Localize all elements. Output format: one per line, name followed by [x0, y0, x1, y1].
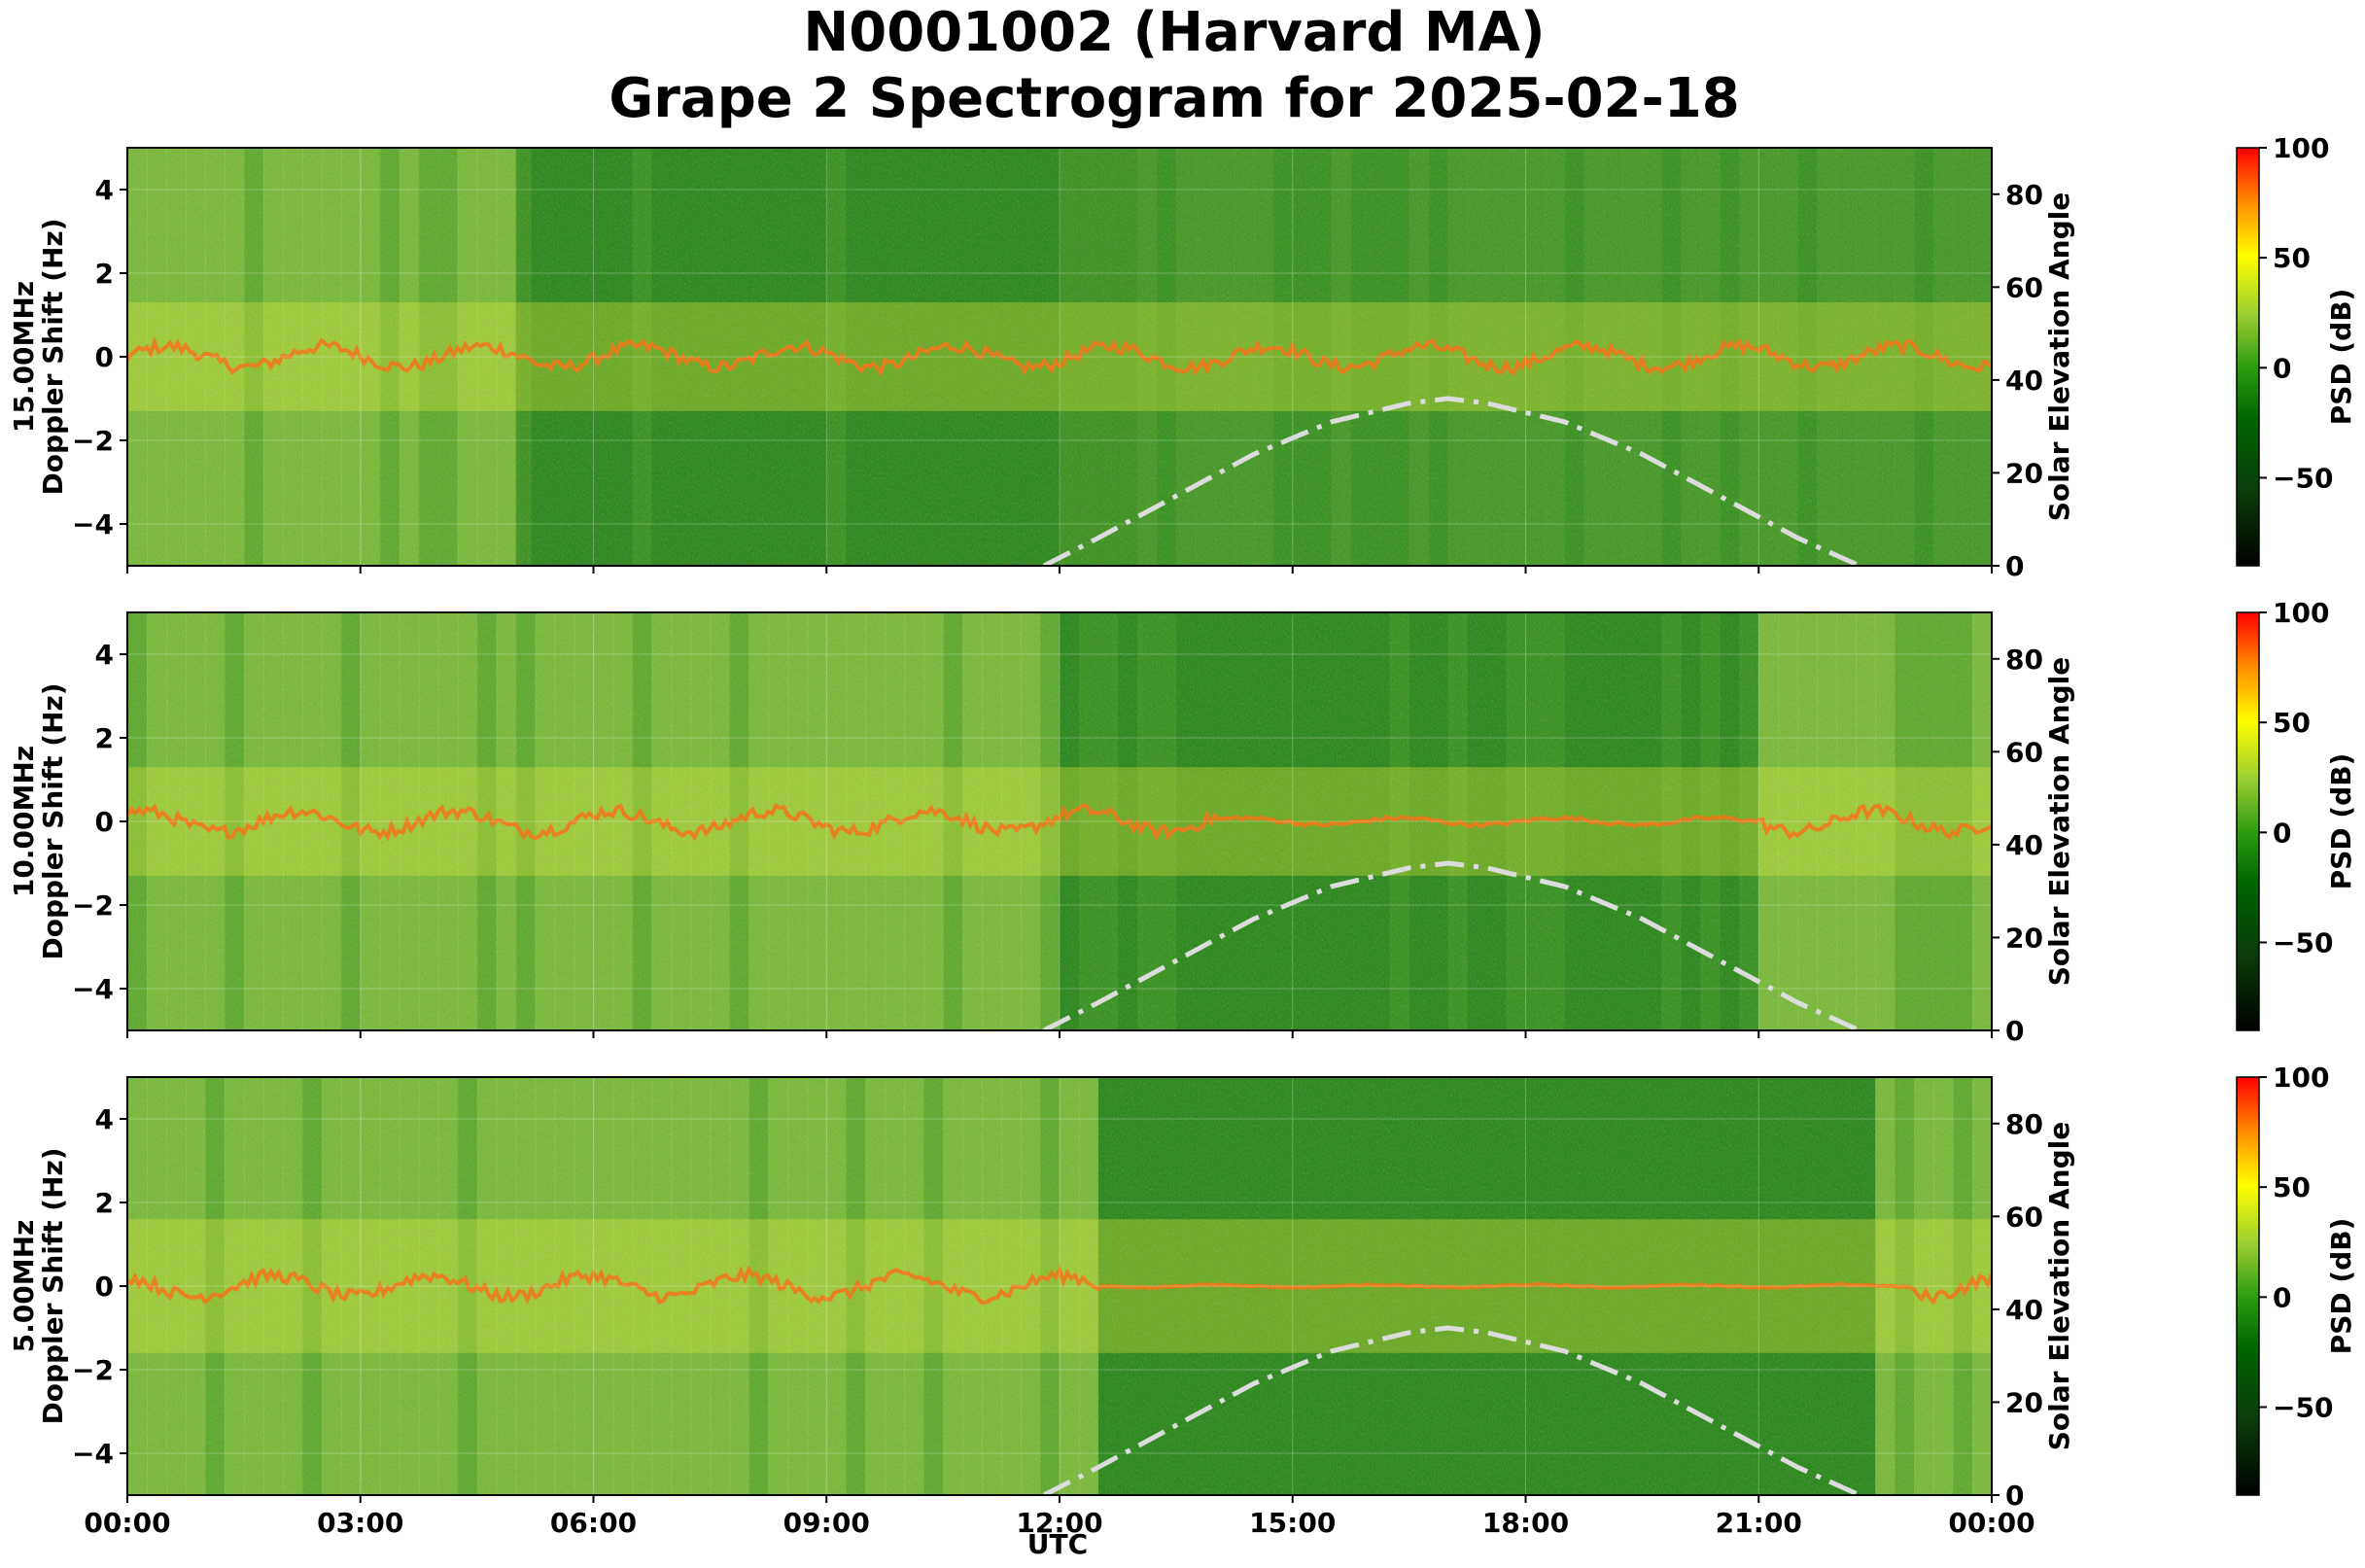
- colorbar-tick-label: 100: [2273, 1062, 2329, 1094]
- solar-elevation-line: [1042, 396, 1861, 566]
- figure-title-line1: N0001002 (Harvard MA): [803, 1, 1545, 64]
- spectrogram-1: [127, 148, 1992, 566]
- x-tick-label: 09:00: [783, 1507, 870, 1539]
- y2-tick-label: 80: [2005, 1108, 2043, 1140]
- x-tick-label: 06:00: [550, 1507, 637, 1539]
- spectrogram-2: [127, 612, 1992, 1030]
- spectrogram-noise: [127, 148, 1992, 566]
- y-axis-label-frequency: 15.00MHz: [8, 281, 40, 433]
- colorbar-tick-label: 50: [2273, 707, 2311, 739]
- y2-tick-label: 60: [2005, 1201, 2043, 1233]
- y-tick-label: 0: [95, 1271, 114, 1303]
- y2-tick-label: 80: [2005, 644, 2043, 676]
- y2-tick-label: 0: [2005, 1480, 2024, 1512]
- solar-elevation-line: [1042, 1325, 1861, 1495]
- colorbar-3: 100 50 0 −50 PSD (dB): [2236, 1062, 2357, 1496]
- x-tick-label: 00:00: [1948, 1507, 2035, 1539]
- y-axis-label-doppler: Doppler Shift (Hz): [37, 1147, 69, 1424]
- y2-tick-label: 20: [2005, 1386, 2043, 1418]
- y-tick-label: −2: [72, 889, 114, 922]
- y-tick-label: 2: [95, 722, 114, 754]
- y2-tick-label: 60: [2005, 736, 2043, 768]
- y2-axis-label: Solar Elevation Angle: [2043, 1122, 2075, 1450]
- y-tick-label: −4: [72, 508, 114, 540]
- colorbar-tick-label: 0: [2273, 352, 2291, 384]
- y-tick-label: −4: [72, 1438, 114, 1470]
- y-tick-label: −2: [72, 425, 114, 457]
- colorbar-gradient: [2236, 611, 2260, 1031]
- y2-axis-label: Solar Elevation Angle: [2043, 657, 2075, 986]
- colorbar-1: 100 50 0 −50 PSD (dB): [2236, 132, 2357, 567]
- y2-tick-label: 0: [2005, 1015, 2024, 1047]
- colorbar-gradient: [2236, 147, 2260, 567]
- colorbar-2: 100 50 0 −50 PSD (dB): [2236, 597, 2357, 1031]
- x-axis-label: UTC: [1027, 1528, 1088, 1560]
- x-tick-label: 21:00: [1716, 1507, 1802, 1539]
- colorbar-tick-label: −50: [2273, 926, 2333, 958]
- colorbar-tick-label: 50: [2273, 242, 2311, 274]
- y-tick-label: 2: [95, 258, 114, 290]
- y-axis-label-frequency: 5.00MHz: [8, 1220, 40, 1353]
- x-tick-label: 18:00: [1482, 1507, 1569, 1539]
- y2-tick-label: 40: [2005, 829, 2043, 861]
- colorbar-tick-label: 100: [2273, 132, 2329, 164]
- y2-axis-label: Solar Elevation Angle: [2043, 192, 2075, 521]
- x-tick-label: 00:00: [84, 1507, 170, 1539]
- figure-title-line2: Grape 2 Spectrogram for 2025-02-18: [609, 67, 1739, 130]
- y-tick-label: 4: [95, 1103, 114, 1135]
- y-axis-label-frequency: 10.00MHz: [8, 746, 40, 897]
- colorbar-gradient: [2236, 1076, 2260, 1496]
- y-axis-label-doppler: Doppler Shift (Hz): [37, 682, 69, 959]
- y-tick-label: −4: [72, 973, 114, 1005]
- y-tick-label: 4: [95, 174, 114, 206]
- y2-tick-label: 0: [2005, 550, 2024, 582]
- solar-elevation-line: [1042, 860, 1861, 1030]
- colorbar-tick-label: −50: [2273, 1391, 2333, 1423]
- y2-tick-label: 40: [2005, 365, 2043, 397]
- colorbar-label: PSD (dB): [2325, 1218, 2357, 1355]
- x-tick-label: 03:00: [317, 1507, 403, 1539]
- y-tick-label: 0: [95, 806, 114, 838]
- y-tick-label: −2: [72, 1354, 114, 1386]
- x-tick-label: 15:00: [1249, 1507, 1336, 1539]
- colorbar-tick-label: 0: [2273, 1281, 2291, 1313]
- y2-tick-label: 80: [2005, 179, 2043, 211]
- spectrogram-noise: [127, 612, 1992, 1030]
- colorbar-tick-label: 50: [2273, 1171, 2311, 1203]
- x-tick-label: 12:00: [1016, 1507, 1102, 1539]
- spectrogram-noise: [127, 1077, 1992, 1495]
- colorbar-label: PSD (dB): [2325, 753, 2357, 890]
- y-tick-label: 0: [95, 341, 114, 373]
- y2-tick-label: 40: [2005, 1294, 2043, 1326]
- y-tick-label: 4: [95, 639, 114, 671]
- colorbar-tick-label: 0: [2273, 817, 2291, 849]
- y-tick-label: 2: [95, 1187, 114, 1219]
- colorbar-tick-label: −50: [2273, 462, 2333, 494]
- spectrogram-3: [127, 1077, 1992, 1495]
- y2-tick-label: 20: [2005, 457, 2043, 489]
- y-axis-label-doppler: Doppler Shift (Hz): [37, 218, 69, 495]
- y2-tick-label: 60: [2005, 271, 2043, 303]
- y2-tick-label: 20: [2005, 922, 2043, 954]
- colorbar-label: PSD (dB): [2325, 289, 2357, 426]
- colorbar-tick-label: 100: [2273, 597, 2329, 629]
